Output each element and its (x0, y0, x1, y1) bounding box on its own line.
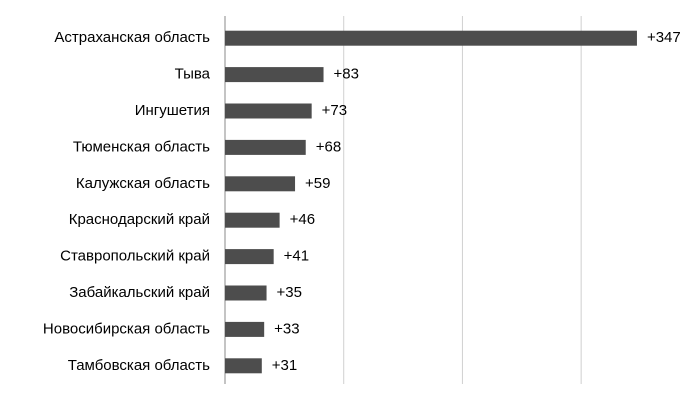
y-tick-label: Тюменская область (73, 138, 210, 155)
value-label: +83 (334, 66, 359, 83)
bar (225, 139, 306, 155)
y-tick-label: Ингушетия (135, 102, 210, 119)
bar (225, 212, 280, 228)
bar (225, 30, 637, 46)
value-label: +41 (284, 248, 309, 265)
y-tick-label: Краснодарский край (69, 211, 210, 228)
bar (225, 103, 312, 119)
y-tick-label: Тыва (175, 66, 211, 83)
value-label: +347 (647, 29, 681, 46)
value-label: +59 (305, 175, 330, 192)
bar (225, 176, 296, 192)
y-tick-label: Тамбовская область (68, 357, 210, 374)
value-label: +35 (277, 284, 302, 301)
bar (225, 285, 267, 301)
y-tick-label: Новосибирская область (43, 320, 210, 337)
bar (225, 321, 265, 337)
value-label: +31 (272, 357, 297, 374)
y-tick-label: Калужская область (76, 175, 210, 192)
value-label: +33 (274, 320, 299, 337)
value-label: +46 (290, 211, 315, 228)
bar (225, 249, 274, 265)
y-tick-label: Астраханская область (54, 29, 210, 46)
value-label: +68 (316, 138, 341, 155)
bar (225, 358, 262, 374)
y-tick-label: Ставропольский край (60, 248, 210, 265)
bar (225, 67, 324, 83)
y-tick-label: Забайкальский край (69, 284, 210, 301)
value-label: +73 (322, 102, 347, 119)
